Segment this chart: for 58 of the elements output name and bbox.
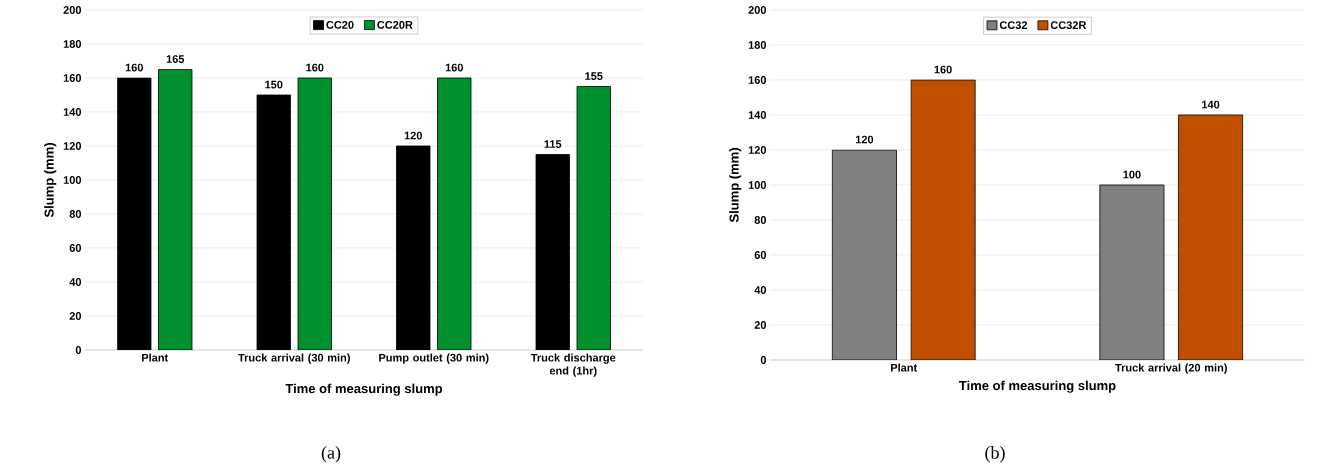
y-tick-label: 100: [63, 176, 82, 184]
bar: [831, 149, 897, 360]
x-tick-label: Pump outlet (30 min): [379, 353, 489, 364]
data-label: 115: [544, 140, 562, 148]
y-tick-label: 120: [63, 142, 82, 150]
x-tick-label: Plant: [891, 363, 918, 372]
text: (b): [985, 446, 1005, 463]
y-tick-label: 200: [748, 6, 767, 14]
bar: [158, 69, 193, 350]
y-tick-label: 160: [748, 76, 767, 84]
y-axis-title: Slump (mm): [44, 143, 57, 218]
y-tick-label: 80: [69, 210, 82, 218]
bar: [437, 77, 472, 350]
y-tick-label: 120: [748, 146, 767, 154]
data-label: 160: [934, 65, 952, 74]
x-axis-title: Time of measuring slump: [959, 380, 1116, 393]
y-tick-label: 40: [754, 286, 767, 294]
y-axis-title: Slump (mm): [729, 148, 742, 223]
legend-label: CC20R: [377, 21, 413, 29]
data-label: 160: [445, 63, 463, 72]
data-label: 165: [166, 55, 185, 63]
legend-label: CC32R: [1050, 21, 1087, 29]
y-tick-label: 60: [69, 244, 82, 252]
data-label: 160: [125, 63, 143, 72]
y-tick-label: 160: [63, 74, 82, 82]
data-label: 155: [585, 72, 603, 80]
x-tick-label: Truck discharge end (1hr): [530, 353, 616, 377]
data-label: 120: [404, 131, 422, 140]
bar: [576, 86, 611, 350]
y-tick-label: 80: [754, 216, 767, 224]
bar: [297, 77, 332, 350]
x-tick-label: Plant: [142, 353, 169, 362]
data-label: 150: [265, 80, 283, 89]
y-tick-label: 60: [754, 251, 767, 259]
y-tick-label: 200: [63, 6, 82, 14]
x-axis-title: Time of measuring slump: [285, 383, 443, 396]
y-tick-label: 0: [760, 356, 767, 364]
x-tick-label: Truck arrival (30 min): [238, 353, 350, 364]
y-tick-label: 100: [748, 181, 767, 189]
y-tick-label: 20: [69, 312, 82, 320]
y-tick-label: 140: [748, 111, 767, 119]
bar: [1099, 184, 1165, 360]
data-label: 160: [306, 63, 324, 72]
y-tick-label: 0: [75, 346, 82, 354]
data-label: 120: [855, 135, 874, 144]
data-label: 100: [1123, 170, 1141, 179]
y-tick-label: 20: [754, 321, 767, 329]
data-label: 140: [1202, 100, 1220, 109]
legend-label: CC20: [326, 21, 354, 29]
legend-label: CC32: [999, 21, 1028, 29]
y-tick-label: 40: [69, 278, 82, 286]
y-tick-label: 180: [63, 40, 82, 48]
bar: [1178, 114, 1244, 360]
text: (a): [321, 446, 341, 463]
x-tick-label: Truck arrival (20 min): [1115, 363, 1227, 374]
y-tick-label: 180: [748, 41, 767, 49]
bar: [910, 79, 976, 360]
y-tick-label: 140: [63, 108, 82, 116]
